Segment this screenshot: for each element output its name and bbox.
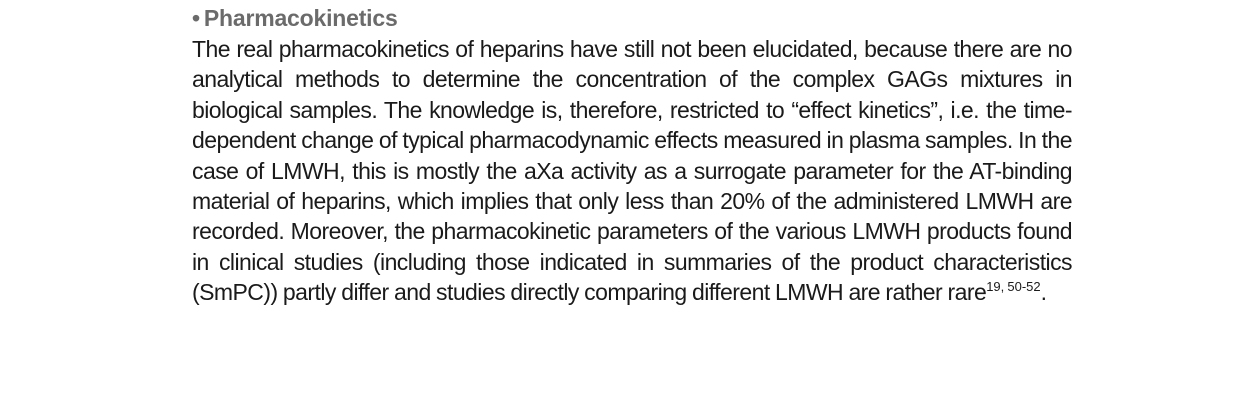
pharmacokinetics-section: • Pharmacokinetics The real pharmacokinet… <box>192 2 1073 308</box>
bullet-marker: • <box>192 5 200 31</box>
section-heading-text: Pharmacokinetics <box>203 5 398 31</box>
section-heading: • Pharmacokinetics <box>192 2 1072 34</box>
citation-superscript: 19, 50-52 <box>986 279 1041 295</box>
paragraph-text: The real pharmacokinetics of heparins ha… <box>192 36 1073 306</box>
paragraph-end-punctuation: . <box>1040 279 1047 306</box>
body-paragraph: The real pharmacokinetics of heparins ha… <box>192 34 1073 308</box>
